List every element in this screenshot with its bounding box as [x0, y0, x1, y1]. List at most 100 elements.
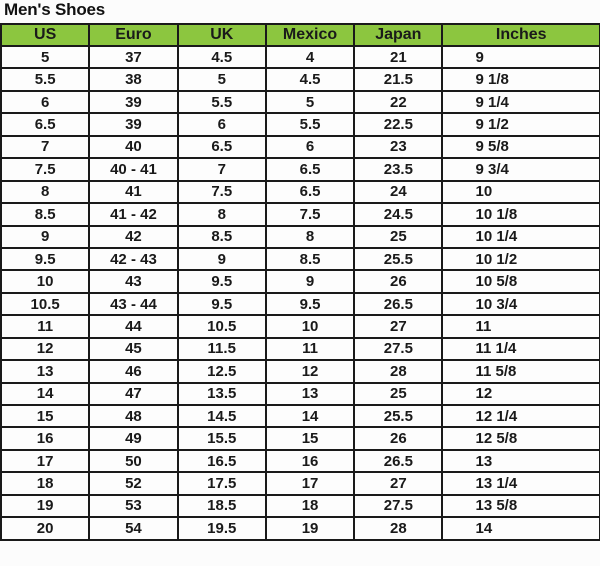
cell-euro: 45 — [88, 336, 179, 362]
table-row: 16 49 15.5 15 26 12 5/8 — [0, 426, 600, 451]
cell-uk: 5 — [176, 67, 267, 92]
cell-mexico: 18 — [264, 493, 356, 519]
header-row: US Euro UK Mexico Japan Inches — [0, 23, 600, 47]
cell-euro: 47 — [88, 381, 179, 407]
cell-japan: 28 — [353, 359, 444, 384]
cell-inches: 12 1/4 — [441, 403, 600, 429]
cell-mexico: 19 — [264, 516, 356, 541]
cell-inches: 9 3/4 — [441, 157, 600, 182]
cell-us: 18 — [0, 471, 91, 496]
cell-mexico: 14 — [264, 403, 356, 429]
cell-uk: 11.5 — [176, 336, 267, 362]
cell-euro: 38 — [88, 67, 179, 92]
cell-mexico: 8 — [264, 224, 356, 249]
cell-us: 8.5 — [0, 202, 91, 227]
table-row: 7.5 40 - 41 7 6.5 23.5 9 3/4 — [0, 157, 600, 182]
cell-uk: 9.5 — [176, 269, 267, 294]
table-row: 8.5 41 - 42 8 7.5 24.5 10 1/8 — [0, 202, 600, 227]
cell-euro: 43 - 44 — [88, 291, 179, 317]
cell-uk: 15.5 — [176, 426, 267, 451]
cell-inches: 10 1/2 — [441, 246, 600, 272]
cell-inches: 9 1/8 — [441, 67, 600, 92]
cell-japan: 26.5 — [353, 448, 444, 474]
table-row: 9.5 42 - 43 9 8.5 25.5 10 1/2 — [0, 246, 600, 272]
cell-uk: 16.5 — [176, 448, 267, 474]
cell-mexico: 8.5 — [264, 246, 356, 272]
cell-uk: 5.5 — [176, 89, 267, 115]
cell-us: 12 — [0, 336, 91, 362]
table-row: 5 37 4.5 4 21 9 — [0, 44, 600, 70]
cell-us: 11 — [0, 314, 91, 339]
table-row: 10 43 9.5 9 26 10 5/8 — [0, 269, 600, 294]
cell-uk: 13.5 — [176, 381, 267, 407]
cell-japan: 25 — [353, 381, 444, 407]
table-row: 5.5 38 5 4.5 21.5 9 1/8 — [0, 67, 600, 92]
cell-japan: 27.5 — [353, 493, 444, 519]
cell-euro: 53 — [88, 493, 179, 519]
cell-inches: 10 5/8 — [441, 269, 600, 294]
column-header-us: US — [0, 23, 91, 47]
cell-euro: 42 - 43 — [88, 246, 179, 272]
cell-inches: 10 — [441, 179, 600, 205]
cell-japan: 26 — [353, 426, 444, 451]
cell-japan: 25 — [353, 224, 444, 249]
cell-euro: 44 — [88, 314, 179, 339]
cell-uk: 9 — [176, 246, 267, 272]
cell-uk: 17.5 — [176, 471, 267, 496]
cell-euro: 41 — [88, 179, 179, 205]
cell-inches: 10 1/4 — [441, 224, 600, 249]
cell-japan: 21.5 — [353, 67, 444, 92]
cell-mexico: 9 — [264, 269, 356, 294]
cell-us: 19 — [0, 493, 91, 519]
cell-us: 8 — [0, 179, 91, 205]
cell-us: 17 — [0, 448, 91, 474]
column-header-inches: Inches — [441, 23, 600, 47]
cell-uk: 4.5 — [176, 44, 267, 70]
cell-inches: 13 1/4 — [441, 471, 600, 496]
column-header-mexico: Mexico — [264, 23, 356, 47]
cell-euro: 46 — [88, 359, 179, 384]
table-row: 7 40 6.5 6 23 9 5/8 — [0, 134, 600, 160]
cell-inches: 9 1/2 — [441, 112, 600, 137]
cell-uk: 8 — [176, 202, 267, 227]
cell-inches: 11 5/8 — [441, 359, 600, 384]
cell-mexico: 4.5 — [264, 67, 356, 92]
table-row: 19 53 18.5 18 27.5 13 5/8 — [0, 493, 600, 519]
cell-euro: 40 - 41 — [88, 157, 179, 182]
cell-inches: 10 1/8 — [441, 202, 600, 227]
cell-us: 15 — [0, 403, 91, 429]
cell-euro: 54 — [88, 516, 179, 541]
table-row: 6.5 39 6 5.5 22.5 9 1/2 — [0, 112, 600, 137]
cell-mexico: 10 — [264, 314, 356, 339]
cell-mexico: 4 — [264, 44, 356, 70]
cell-us: 5 — [0, 44, 91, 70]
cell-us: 7 — [0, 134, 91, 160]
cell-uk: 6.5 — [176, 134, 267, 160]
cell-mexico: 6.5 — [264, 157, 356, 182]
table-row: 11 44 10.5 10 27 11 — [0, 314, 600, 339]
column-header-uk: UK — [176, 23, 267, 47]
cell-us: 16 — [0, 426, 91, 451]
cell-inches: 12 — [441, 381, 600, 407]
cell-mexico: 15 — [264, 426, 356, 451]
cell-mexico: 16 — [264, 448, 356, 474]
cell-uk: 8.5 — [176, 224, 267, 249]
table-row: 6 39 5.5 5 22 9 1/4 — [0, 89, 600, 115]
cell-japan: 25.5 — [353, 246, 444, 272]
cell-us: 14 — [0, 381, 91, 407]
page-title: Men's Shoes — [4, 0, 106, 19]
cell-mexico: 7.5 — [264, 202, 356, 227]
cell-inches: 10 3/4 — [441, 291, 600, 317]
cell-japan: 21 — [353, 44, 444, 70]
cell-euro: 39 — [88, 112, 179, 137]
cell-inches: 11 1/4 — [441, 336, 600, 362]
cell-euro: 50 — [88, 448, 179, 474]
table-row: 20 54 19.5 19 28 14 — [0, 516, 600, 541]
cell-us: 10 — [0, 269, 91, 294]
cell-uk: 9.5 — [176, 291, 267, 317]
cell-japan: 26 — [353, 269, 444, 294]
cell-inches: 13 — [441, 448, 600, 474]
cell-euro: 49 — [88, 426, 179, 451]
table-row: 18 52 17.5 17 27 13 1/4 — [0, 471, 600, 496]
cell-mexico: 5.5 — [264, 112, 356, 137]
